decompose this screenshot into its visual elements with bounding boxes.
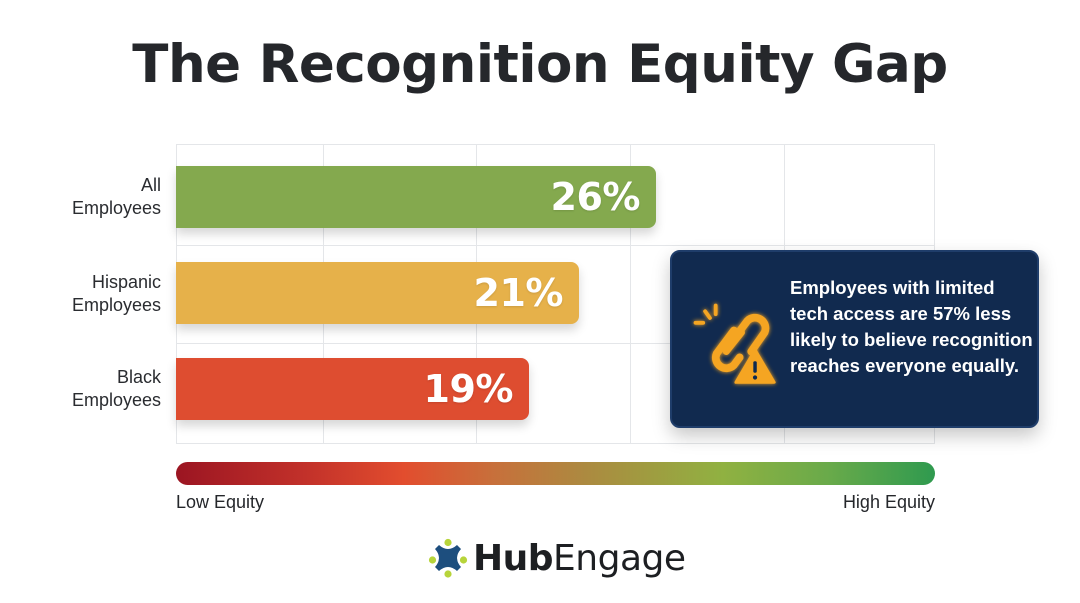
label-line: All	[140, 175, 161, 195]
equity-gradient-scale	[176, 462, 935, 485]
row-label-hispanic-employees: Hispanic Employees	[72, 271, 161, 317]
bar-black-employees: 19%	[176, 358, 529, 420]
low-equity-label: Low Equity	[176, 492, 265, 512]
logo-regular-text: Engage	[553, 537, 686, 579]
bar-all-employees: 26%	[176, 166, 656, 228]
row-label-black-employees: Black Employees	[72, 366, 161, 412]
grid-line	[630, 145, 631, 443]
logo-bold-text: Hub	[473, 537, 554, 579]
label-line: Hispanic	[91, 272, 161, 292]
label-line: Black	[116, 367, 161, 387]
hubengage-logo-icon	[428, 538, 468, 578]
logo-wordmark: HubEngage	[473, 538, 686, 579]
broken-link-warning-icon	[693, 303, 776, 384]
label-line: Employees	[71, 295, 161, 315]
grid-line	[177, 343, 934, 344]
high-equity-label: High Equity	[842, 492, 935, 512]
bar-value: 26%	[550, 175, 641, 219]
label-line: Employees	[71, 198, 161, 218]
row-label-all-employees: All Employees	[72, 174, 161, 220]
bar-value: 19%	[423, 367, 514, 411]
bar-hispanic-employees: 21%	[176, 262, 579, 324]
hubengage-logo: HubEngage	[428, 537, 686, 579]
callout-text: Employees with limited tech access are 5…	[790, 277, 1033, 376]
insight-callout: Employees with limited tech access are 5…	[670, 250, 1039, 428]
chart-title: The Recognition Equity Gap	[132, 34, 948, 95]
bar-value: 21%	[473, 271, 564, 315]
label-line: Employees	[71, 390, 161, 410]
grid-line	[177, 245, 934, 246]
